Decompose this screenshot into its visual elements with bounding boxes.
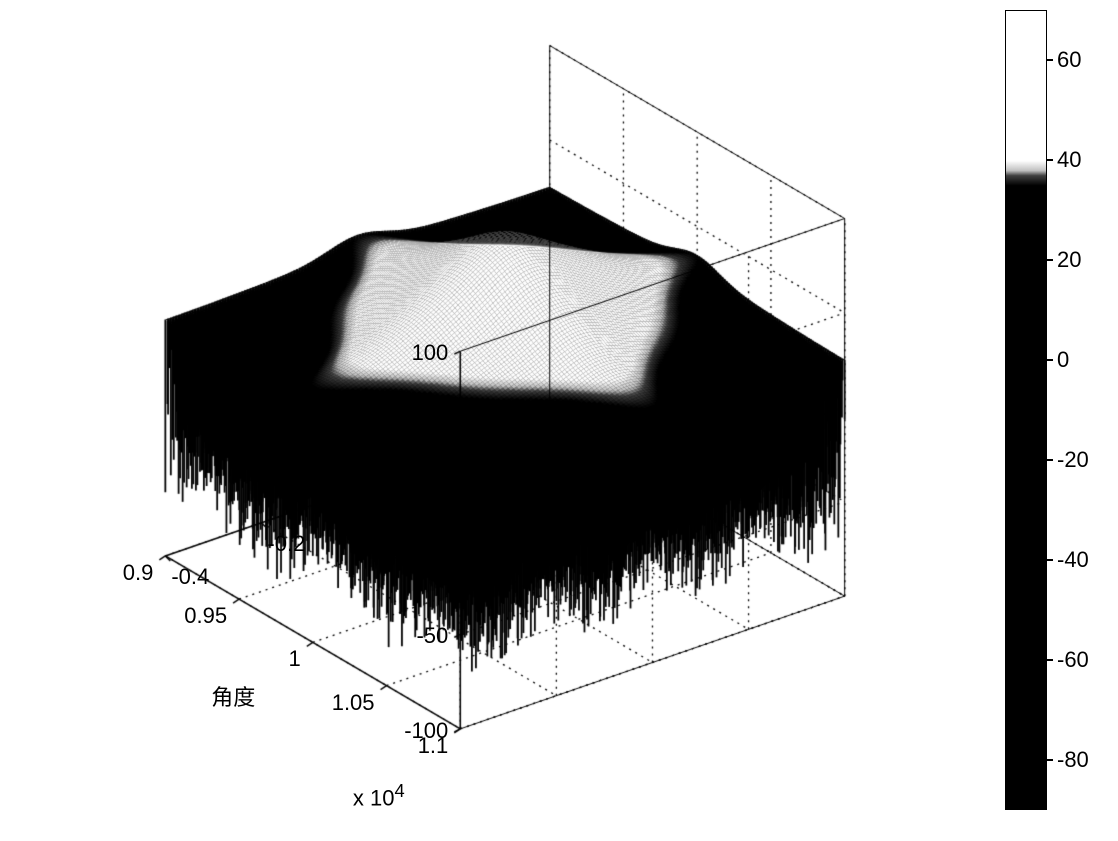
y-tick-label: 1.1 [418, 733, 449, 759]
colorbar-tick-label: -20 [1057, 447, 1089, 473]
y-tick-label: 0.9 [123, 560, 154, 586]
y-axis-exponent: x 104 [353, 780, 405, 811]
figure: -100-50050100 -0.4-0.200.20.4 0.90.9511.… [0, 0, 1118, 841]
colorbar-tick [1047, 59, 1053, 61]
y-tick-label: 1 [289, 646, 301, 672]
y-tick-label: 1.05 [332, 690, 375, 716]
x-axis-label: 距离 [435, 515, 479, 547]
y-axis-label: 角度 [211, 680, 255, 712]
x-tick-label: 0.2 [460, 464, 491, 490]
colorbar: -80 -60 -40 -20 0 20 40 60 [1005, 10, 1118, 810]
colorbar-tick-label: -40 [1057, 547, 1089, 573]
colorbar-gradient [1005, 10, 1047, 810]
colorbar-tick [1047, 259, 1053, 261]
colorbar-tick-label: -80 [1057, 747, 1089, 773]
z-tick-label: 50 [424, 435, 448, 461]
colorbar-tick [1047, 759, 1053, 761]
colorbar-tick-label: 40 [1057, 147, 1081, 173]
colorbar-tick-label: 0 [1057, 347, 1069, 373]
y-tick-label: 0.95 [184, 603, 227, 629]
z-tick-label: 100 [412, 340, 449, 366]
x-tick-label: -0.2 [267, 531, 305, 557]
z-tick-label: -50 [416, 623, 448, 649]
y-axis-exponent-sup: 4 [395, 780, 405, 801]
x-tick-label: 0.4 [556, 431, 587, 457]
colorbar-tick [1047, 459, 1053, 461]
colorbar-tick-label: 60 [1057, 47, 1081, 73]
colorbar-tick [1047, 659, 1053, 661]
x-tick-label: -0.4 [171, 564, 209, 590]
colorbar-tick [1047, 559, 1053, 561]
colorbar-tick [1047, 159, 1053, 161]
z-axis-label: 幅度 [374, 516, 406, 560]
y-axis-exponent-base: x 10 [353, 785, 395, 810]
colorbar-tick [1047, 359, 1053, 361]
surface-3d-plot [0, 0, 1118, 841]
colorbar-tick-label: 20 [1057, 247, 1081, 273]
colorbar-tick-label: -60 [1057, 647, 1089, 673]
